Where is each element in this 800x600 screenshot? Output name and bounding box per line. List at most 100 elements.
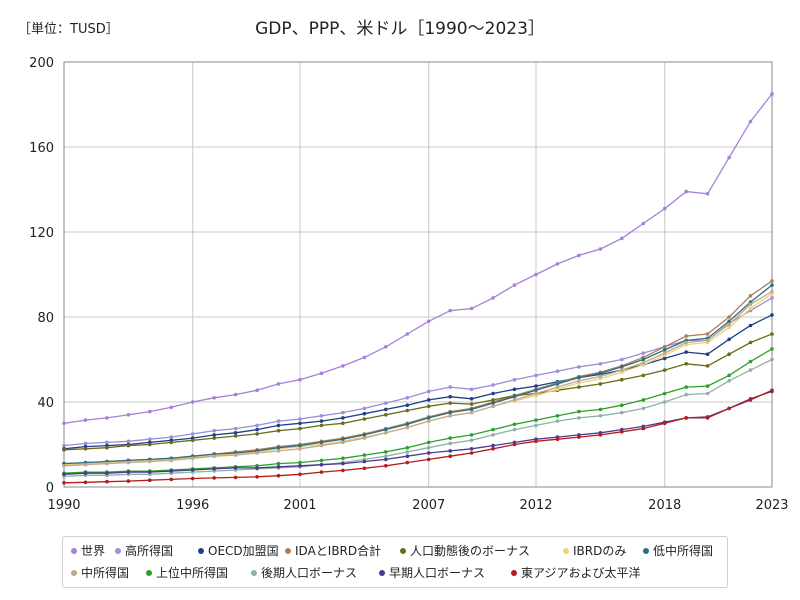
data-point [770, 313, 774, 317]
data-point [534, 384, 538, 388]
data-point [105, 416, 109, 420]
data-point [148, 459, 152, 464]
data-point [577, 379, 581, 383]
data-point [319, 440, 324, 445]
data-point [620, 365, 624, 369]
legend-label: 中所得国 [81, 566, 130, 580]
data-point [448, 385, 453, 389]
x-tick-label: 2001 [283, 498, 316, 513]
x-tick-label: 2007 [412, 498, 445, 513]
data-point [169, 469, 174, 473]
legend-marker [251, 569, 257, 576]
data-point [662, 345, 667, 349]
data-point [727, 315, 731, 319]
data-point [705, 338, 710, 343]
data-point [255, 423, 259, 428]
data-point [727, 373, 731, 378]
data-point [448, 414, 453, 418]
data-point [405, 450, 410, 454]
data-point [276, 419, 281, 423]
data-point [534, 423, 538, 428]
data-point [598, 382, 603, 386]
x-tick-label: 2012 [519, 498, 552, 513]
data-point [405, 454, 410, 459]
data-point [426, 319, 431, 324]
data-point [384, 427, 388, 432]
data-point [770, 357, 774, 362]
y-tick-label: 0 [46, 481, 54, 496]
data-point [641, 426, 646, 431]
data-point [105, 445, 109, 450]
data-point [362, 417, 367, 421]
data-point [469, 407, 474, 412]
data-point [405, 445, 410, 450]
data-point [405, 408, 410, 413]
data-point [426, 440, 431, 445]
data-point [233, 475, 238, 480]
legend-item: 高所得国 [115, 542, 173, 560]
data-point [426, 398, 431, 402]
data-point [105, 479, 109, 484]
data-point [577, 365, 581, 369]
data-point [705, 364, 710, 368]
chart-title: GDP、PPP、米ドル［1990～2023］ [255, 19, 545, 39]
data-point [705, 391, 710, 396]
data-point [83, 447, 88, 451]
data-point [255, 388, 259, 393]
series-line [63, 390, 773, 475]
data-point [276, 473, 281, 478]
y-tick-label: 120 [29, 226, 54, 241]
legend-marker [198, 547, 204, 554]
y-axis: 0 40 80 120 160 200 [29, 56, 54, 496]
plot-area-frame [63, 61, 773, 488]
data-point [319, 419, 324, 423]
data-point [169, 405, 174, 410]
data-point [598, 362, 603, 366]
data-point [662, 206, 667, 211]
data-point [684, 392, 688, 397]
data-point [620, 236, 624, 241]
data-point [748, 398, 753, 402]
data-point [255, 432, 259, 436]
data-point [126, 460, 131, 465]
data-point [276, 382, 281, 386]
legend-marker [71, 569, 77, 576]
data-point [426, 404, 431, 409]
data-point [148, 437, 152, 442]
legend-label: OECD加盟国 [208, 544, 279, 558]
legend-marker [71, 547, 77, 554]
legend-item: 世界 [71, 542, 105, 560]
data-point [298, 417, 302, 421]
data-point [598, 247, 603, 251]
legend: 世界 高所得国 OECD加盟国 IDAとIBRD合計 人口動態後のボーナス IBRDのみ 低… [62, 536, 728, 588]
data-point [148, 478, 152, 483]
series-line [63, 389, 773, 484]
data-point [233, 426, 238, 431]
data-point [212, 467, 216, 471]
data-point [770, 92, 774, 96]
data-point [512, 442, 517, 447]
data-point [598, 371, 603, 376]
data-point [469, 433, 474, 437]
data-point [534, 373, 538, 378]
data-point [512, 377, 517, 382]
data-point [491, 447, 495, 451]
data-point [319, 443, 324, 448]
data-point [641, 360, 646, 365]
data-point [362, 459, 367, 464]
legend-item: 早期人口ボーナス [379, 564, 485, 582]
data-point [620, 410, 624, 415]
data-point [362, 436, 367, 440]
data-point [126, 470, 131, 474]
data-point [62, 448, 66, 452]
x-axis: 1990 1996 2001 2007 2012 2018 2023 [47, 498, 788, 513]
data-point [748, 359, 753, 364]
data-point [770, 289, 774, 294]
data-point [83, 480, 88, 485]
data-point [426, 457, 431, 462]
data-point [555, 437, 560, 442]
data-point [298, 460, 302, 465]
data-point [469, 306, 474, 311]
data-point [534, 391, 538, 396]
data-point [405, 396, 410, 400]
